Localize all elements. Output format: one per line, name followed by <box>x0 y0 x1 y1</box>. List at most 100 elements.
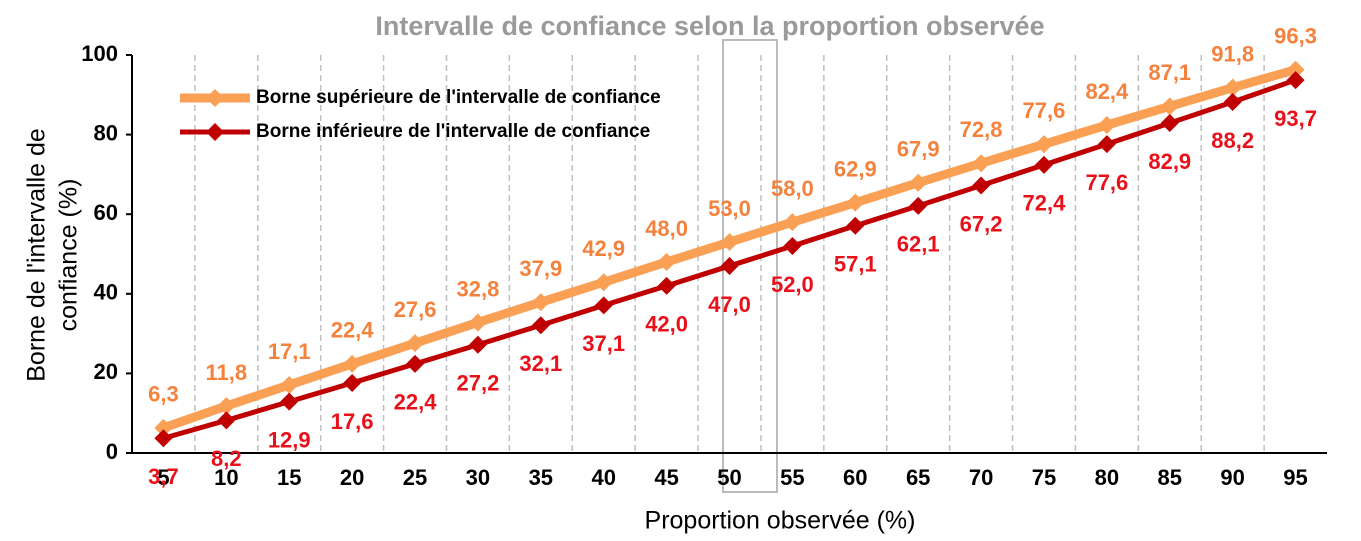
marker <box>783 213 802 232</box>
y-tick-label: 0 <box>106 439 118 464</box>
value-label: 22,4 <box>394 390 438 415</box>
marker <box>846 216 865 235</box>
value-label: 32,1 <box>519 351 562 376</box>
value-label: 58,0 <box>771 176 814 201</box>
marker <box>1034 135 1053 154</box>
value-label: 67,9 <box>897 137 940 162</box>
marker <box>1286 60 1305 79</box>
x-tick-label: 30 <box>466 465 490 490</box>
value-label: 37,9 <box>519 256 562 281</box>
x-tick-label: 70 <box>969 465 993 490</box>
value-label: 27,2 <box>457 371 500 396</box>
y-axis-label: Borne de l'intervalle de confiance (%) <box>23 128 83 382</box>
value-label: 37,1 <box>582 331 625 356</box>
x-tick-label: 90 <box>1220 465 1244 490</box>
value-label: 77,6 <box>1085 170 1128 195</box>
marker <box>720 233 739 252</box>
x-tick-label: 55 <box>780 465 804 490</box>
y-axis-label-line: confiance (%) <box>55 179 83 332</box>
y-axis-label-line: Borne de l'intervalle de <box>23 128 51 382</box>
x-tick-label: 60 <box>843 465 867 490</box>
x-tick-label: 15 <box>277 465 301 490</box>
value-label: 48,0 <box>645 216 688 241</box>
marker <box>280 392 299 411</box>
value-label: 77,6 <box>1023 98 1066 123</box>
marker <box>1160 114 1179 133</box>
y-tick-label: 20 <box>94 359 118 384</box>
x-tick-label: 75 <box>1032 465 1056 490</box>
value-label: 88,2 <box>1211 128 1254 153</box>
marker <box>280 375 299 394</box>
value-label: 12,9 <box>268 427 311 452</box>
marker <box>406 334 425 353</box>
value-label: 17,1 <box>268 339 311 364</box>
x-tick-label: 50 <box>717 465 741 490</box>
value-label: 27,6 <box>394 297 437 322</box>
marker <box>1286 71 1305 90</box>
marker <box>657 276 676 295</box>
legend-marker <box>206 123 224 141</box>
marker <box>909 196 928 215</box>
x-tick-label: 85 <box>1158 465 1182 490</box>
marker <box>154 418 173 437</box>
value-label: 67,2 <box>960 211 1003 236</box>
value-label: 62,9 <box>834 156 877 181</box>
value-label: 17,6 <box>331 409 374 434</box>
marker <box>1160 97 1179 116</box>
value-label: 62,1 <box>897 232 940 257</box>
value-label: 72,4 <box>1023 191 1067 216</box>
chart-title: Intervalle de confiance selon la proport… <box>375 11 1044 41</box>
value-label: 47,0 <box>708 292 751 317</box>
legend-marker <box>206 89 224 107</box>
marker <box>1034 155 1053 174</box>
x-tick-label: 40 <box>591 465 615 490</box>
legend-label: Borne inférieure de l'intervalle de conf… <box>256 121 650 142</box>
marker <box>657 252 676 271</box>
marker <box>217 397 236 416</box>
value-label: 42,0 <box>645 312 688 337</box>
y-tick-label: 80 <box>94 120 118 145</box>
x-axis-label: Proportion observée (%) <box>645 507 916 535</box>
value-label: 82,4 <box>1085 79 1129 104</box>
value-label: 52,0 <box>771 272 814 297</box>
value-label: 72,8 <box>960 117 1003 142</box>
value-label: 82,9 <box>1148 149 1191 174</box>
marker <box>909 173 928 192</box>
value-label: 87,1 <box>1148 60 1191 85</box>
marker <box>972 154 991 173</box>
y-tick-label: 60 <box>94 200 118 225</box>
x-tick-label: 5 <box>157 465 169 490</box>
value-label: 6,3 <box>148 382 179 407</box>
marker <box>783 237 802 256</box>
x-tick-label: 80 <box>1095 465 1119 490</box>
marker <box>343 373 362 392</box>
value-label: 11,8 <box>206 360 248 385</box>
marker <box>594 296 613 315</box>
x-tick-label: 45 <box>654 465 678 490</box>
value-label: 96,3 <box>1274 24 1317 49</box>
marker <box>594 273 613 292</box>
x-tick-label: 10 <box>214 465 238 490</box>
x-tick-label: 65 <box>906 465 930 490</box>
marker <box>1097 116 1116 135</box>
value-label: 91,8 <box>1211 41 1254 66</box>
marker <box>468 335 487 354</box>
value-label: 8,2 <box>211 446 242 471</box>
value-label: 3,7 <box>148 464 179 489</box>
marker <box>343 354 362 373</box>
x-tick-label: 25 <box>403 465 427 490</box>
value-label: 22,4 <box>331 318 375 343</box>
value-label: 42,9 <box>582 236 625 261</box>
marker <box>531 293 550 312</box>
marker <box>720 256 739 275</box>
x-tick-label: 95 <box>1283 465 1307 490</box>
marker <box>406 354 425 373</box>
marker <box>154 429 173 448</box>
value-label: 57,1 <box>834 252 877 277</box>
y-tick-label: 40 <box>94 280 118 305</box>
marker <box>972 176 991 195</box>
value-label: 53,0 <box>708 196 751 221</box>
marker <box>1097 135 1116 154</box>
marker <box>531 316 550 335</box>
y-tick-label: 100 <box>81 41 118 66</box>
